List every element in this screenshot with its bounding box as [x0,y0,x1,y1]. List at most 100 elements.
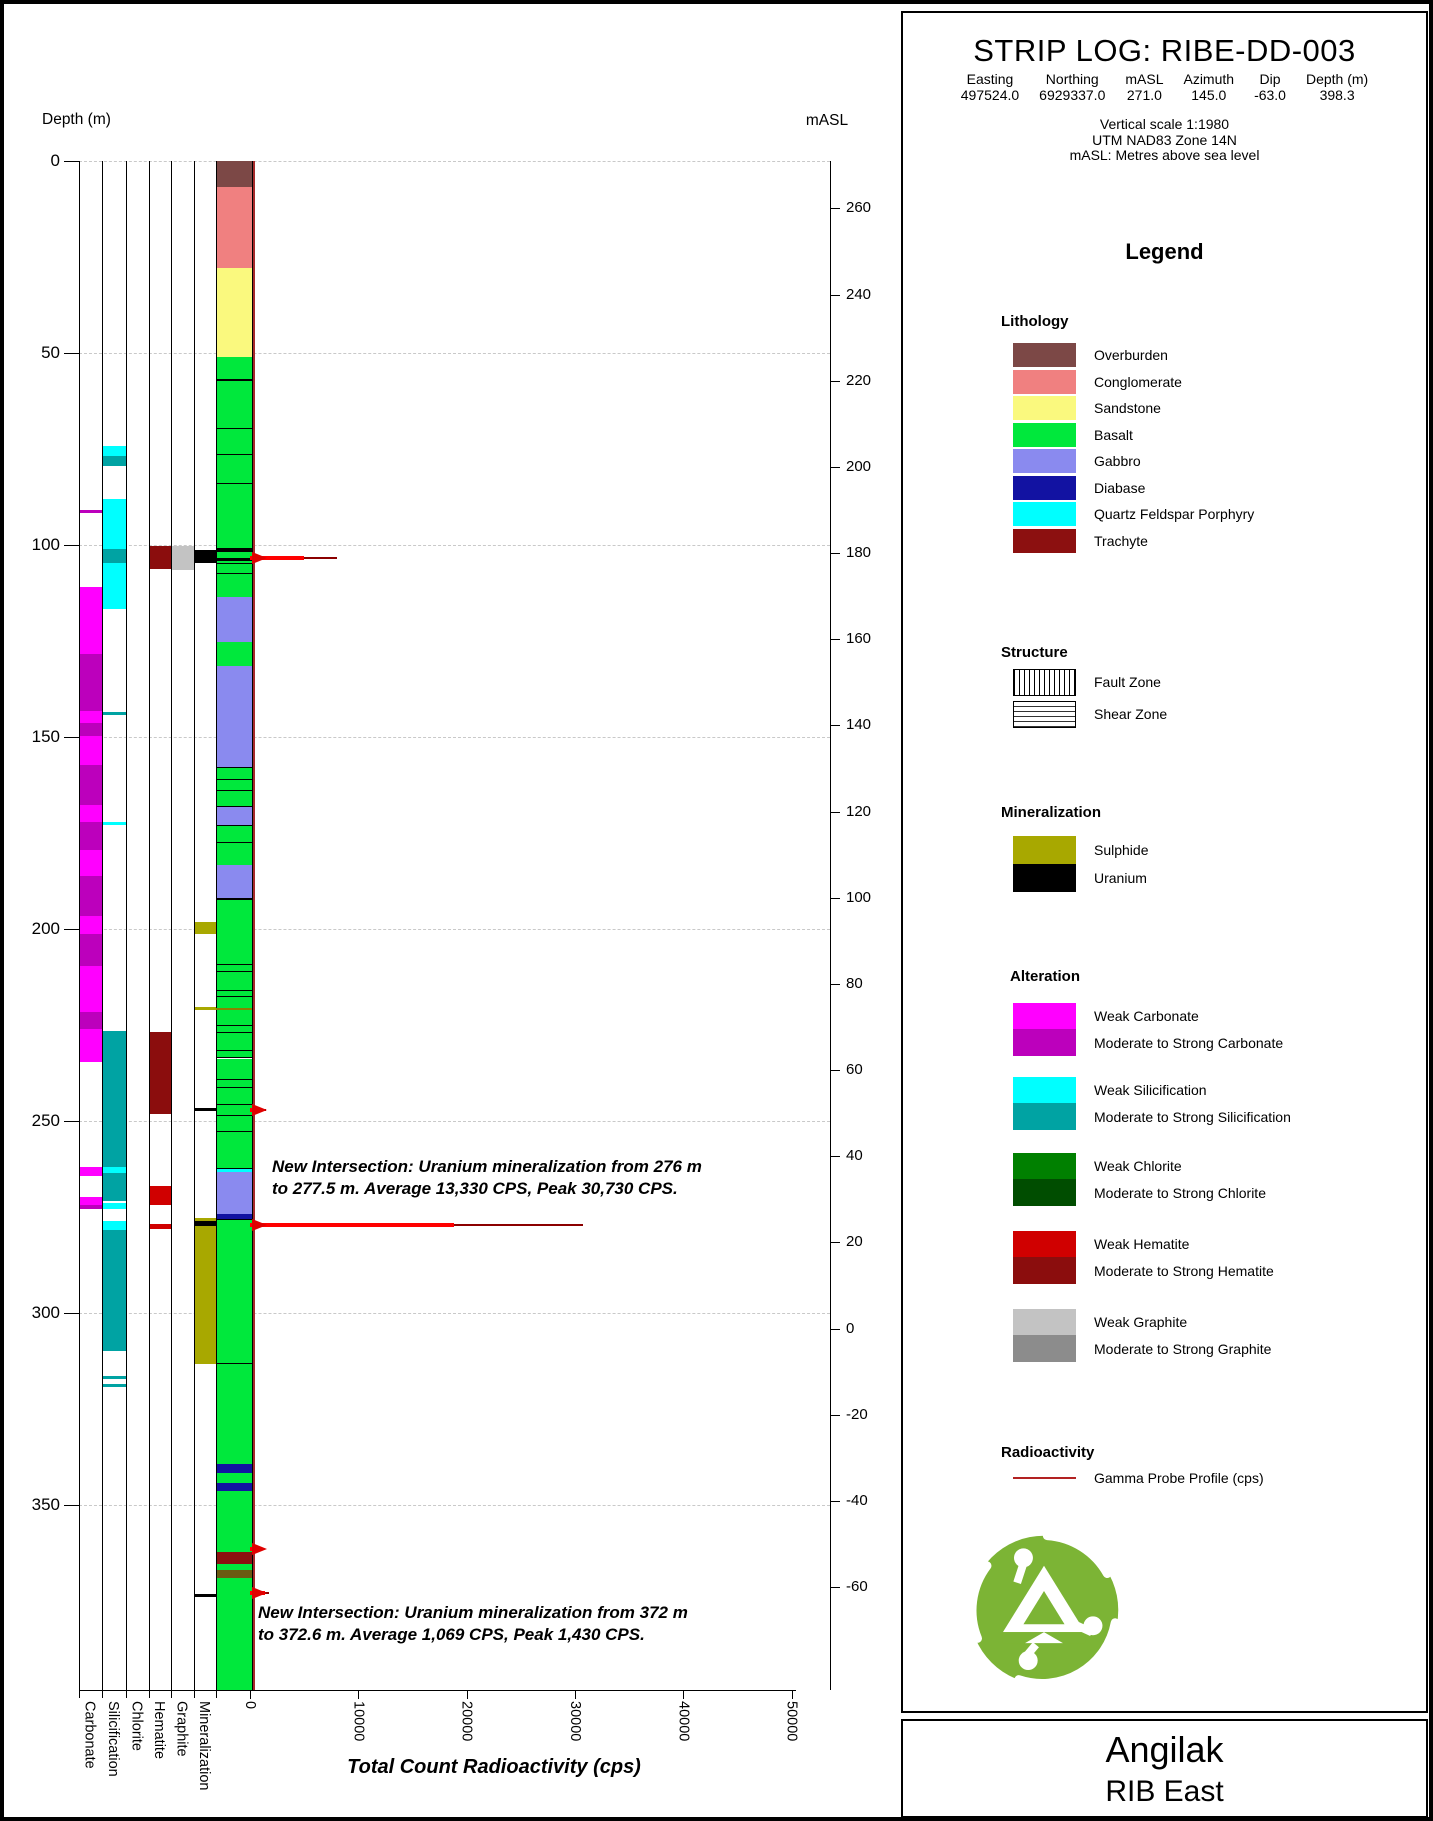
project-area: RIB East [1105,1775,1224,1808]
alteration-interval-silicification [103,822,126,826]
alteration-interval-silicification [103,1220,126,1231]
annotation-line: New Intersection: Uranium mineralization… [272,1157,702,1176]
gamma-anomaly-arrow [252,1219,267,1232]
legend-swatch-alteration-strong [1013,1029,1076,1056]
lithology-interval [217,790,252,808]
alteration-interval-carbonate [80,1197,102,1206]
lithology-interval [217,562,252,574]
scale-info-line: Vertical scale 1:1980 [1099,116,1230,132]
masl-axis-title: mASL [805,112,849,129]
legend-swatch-alteration-strong [1013,1103,1076,1130]
lithology-interval [217,161,252,188]
cps-axis-title: Total Count Radioactivity (cps) [347,1756,641,1778]
alteration-interval-hematite [150,1032,171,1115]
masl-tick-label: 0 [846,1319,855,1337]
legend-item-label: Weak Chlorite [1094,1158,1182,1174]
depth-tick-label: 350 [31,1494,60,1514]
lithology-interval [217,996,252,1025]
alteration-interval-carbonate [80,510,102,514]
drill-info-field: Easting 497524.0 [961,71,1019,103]
alteration-interval-carbonate [80,805,102,823]
legend-panel: STRIP LOG: RIBE-DD-003 Easting 497524.0 No… [901,11,1428,1713]
column-tick [171,1690,172,1698]
legend-swatch-mineralization [1013,836,1076,864]
column-border [216,161,217,1690]
alteration-interval-silicification [103,1172,126,1202]
masl-tick-label: 140 [846,716,872,734]
legend-swatch-alteration-weak [1013,1153,1076,1179]
column-border [79,161,80,1690]
masl-tick-label: -40 [846,1491,868,1509]
legend-swatch-lithology [1013,475,1076,500]
alteration-interval-carbonate [80,764,102,806]
alteration-interval-silicification [103,1203,126,1209]
legend-item-label: Moderate to Strong Graphite [1094,1341,1272,1357]
depth-gridline [79,736,830,738]
legend-swatch-alteration-weak [1013,1231,1076,1257]
lithology-interval [217,1463,252,1474]
masl-tick [830,1242,840,1244]
intersection-annotation-1: New Intersection: Uranium mineralization… [272,1156,702,1201]
cps-tick [358,1690,360,1699]
depth-tick-label: 100 [31,534,60,554]
page-title: STRIP LOG: RIBE-DD-003 [973,33,1356,68]
column-label: Silicification [105,1701,121,1777]
gamma-spike [250,556,305,561]
masl-tick [830,811,840,813]
lithology-interval [217,1024,252,1034]
field-label: Azimuth [1183,71,1235,87]
masl-tick [830,1414,840,1416]
masl-tick [830,380,840,382]
lithology-interval [217,842,252,866]
sulphide-interval [195,921,216,935]
alteration-interval-carbonate [80,1166,102,1177]
atha-logo-icon [967,1531,1120,1688]
masl-tick-label: 260 [846,199,872,217]
lithology-contact-line [216,379,252,382]
lithology-interval [217,964,252,972]
depth-tick-label: 150 [31,726,60,746]
legend-item-label: Moderate to Strong Carbonate [1094,1035,1284,1051]
lithology-interval [217,573,252,598]
cps-tick [466,1690,468,1699]
alteration-interval-carbonate [80,722,102,737]
alteration-heading: Alteration [1010,968,1081,985]
cps-tick-label: 20000 [458,1701,475,1742]
legend-item-label: Moderate to Strong Silicification [1094,1109,1291,1125]
annotation-line: to 277.5 m. Average 13,330 CPS, Peak 30,… [272,1179,678,1199]
field-label: Dip [1259,71,1281,87]
depth-tick-label: 50 [41,342,60,362]
column-border [126,161,127,1690]
field-value: 145.0 [1191,87,1227,103]
legend-item-label: Weak Graphite [1094,1314,1188,1330]
legend-item-label: Conglomerate [1094,373,1182,390]
legend-swatch-alteration-weak [1013,1003,1076,1029]
mineralization-heading: Mineralization [1001,804,1102,821]
masl-tick-label: 200 [846,457,872,475]
drill-info-field: Northing 6929337.0 [1039,71,1105,103]
lithology-interval [217,1491,252,1552]
legend-item-label: Shear Zone [1094,706,1168,722]
lithology-interval [217,865,252,898]
depth-gridline [79,1120,830,1122]
cps-tick-label: 30000 [566,1701,583,1742]
legend-swatch-alteration-strong [1013,1257,1076,1284]
alteration-interval-graphite [172,546,194,570]
cps-tick-label: 50000 [783,1701,800,1742]
legend-swatch-lithology [1013,528,1076,553]
masl-tick [830,294,840,296]
lithology-interval [217,427,252,456]
uranium-interval [195,1593,216,1598]
legend-item-label: Trachyte [1094,532,1148,549]
legend-swatch-lithology [1013,502,1076,526]
depth-tick [64,1120,79,1122]
column-border [149,161,150,1690]
cps-tick-label: 0 [242,1701,258,1710]
alteration-interval-carbonate [80,587,102,655]
gamma-baseline [253,161,255,1690]
gamma-spike [250,1223,454,1228]
alteration-interval-carbonate [80,1205,102,1209]
alteration-interval-silicification [103,455,126,467]
lithology-interval [217,1473,252,1484]
alteration-interval-silicification [103,548,126,563]
